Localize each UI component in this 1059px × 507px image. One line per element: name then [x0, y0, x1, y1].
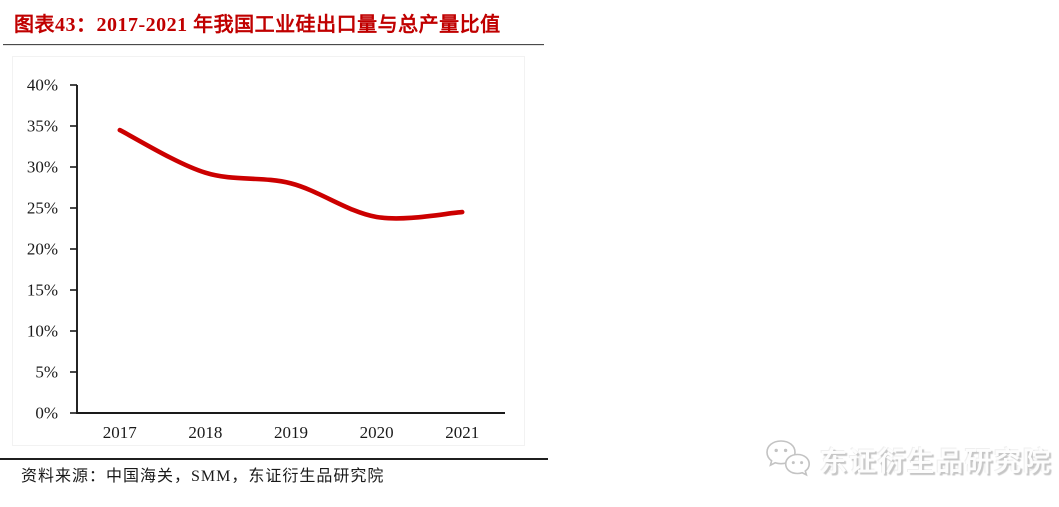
y-tick-label: 40%: [27, 76, 58, 95]
x-tick-label: 2019: [274, 423, 308, 442]
source-separator-rule: [0, 458, 548, 460]
y-tick-label: 10%: [27, 322, 58, 341]
line-chart: 0%5%10%15%20%25%30%35%40% 2017 2018 2019 20…: [27, 76, 505, 442]
title-underline-rule: [3, 44, 544, 46]
watermark-brand-text: 东证衍生品研究院: [820, 446, 1052, 477]
y-tick-label: 15%: [27, 281, 58, 300]
figure-title: 图表43：2017-2021 年我国工业硅出口量与总产量比值: [14, 14, 501, 36]
wechat-chat-bubbles-icon: [766, 440, 811, 477]
x-tick-label: 2021: [445, 423, 479, 442]
y-tick-label: 5%: [35, 363, 58, 382]
x-tick-label: 2020: [360, 423, 394, 442]
axis-lines: [76, 85, 505, 414]
x-tick-label: 2018: [188, 423, 222, 442]
source-text: 资料来源：中国海关，SMM，东证衍生品研究院: [21, 468, 385, 485]
y-tick-label: 30%: [27, 158, 58, 177]
x-tick-label: 2017: [103, 423, 138, 442]
brand-watermark: 东证衍生品研究院: [764, 438, 1052, 480]
y-tick-label: 25%: [27, 199, 58, 218]
y-tick-label: 35%: [27, 117, 58, 136]
y-tick-label: 20%: [27, 240, 58, 259]
y-axis-ticks: [70, 84, 77, 414]
chart-frame: [12, 56, 525, 446]
y-axis-labels: 0% 5% 10% 15% 20% 25% 30% 35% 40%: [27, 76, 58, 423]
data-line: [117, 127, 465, 221]
y-tick-label: 0%: [35, 404, 58, 423]
x-axis-labels: 2017 2018 2019 2020 2021: [103, 423, 479, 442]
